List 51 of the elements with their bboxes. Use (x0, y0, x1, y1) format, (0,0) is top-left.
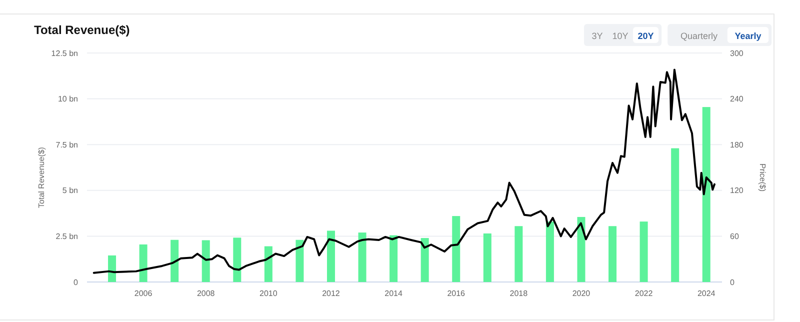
x-tick-label: 2006 (134, 289, 153, 298)
bar (483, 233, 492, 282)
y2-tick-label: 120 (730, 186, 744, 196)
x-tick-label: 2024 (697, 289, 716, 298)
bar (452, 216, 460, 282)
y2-tick-label: 60 (730, 232, 740, 241)
y-tick-label: 7.5 bn (56, 140, 78, 150)
bar (326, 230, 335, 282)
text: 10Y (612, 31, 628, 41)
x-tick-label: 2020 (572, 289, 591, 298)
bar (546, 222, 554, 282)
line-series (92, 68, 716, 274)
x-tick-label: 2022 (634, 289, 654, 298)
y-tick-label: 5 bn (62, 186, 78, 196)
y-axis-title: Total Revenue($) (37, 146, 46, 208)
text: 3Y (592, 31, 603, 41)
x-tick-label: 2018 (510, 289, 528, 298)
y-tick-label: 10 bn (58, 94, 78, 104)
bar (233, 238, 242, 282)
bar (264, 246, 272, 282)
bar (202, 240, 210, 282)
x-tick-label: 2010 (260, 289, 278, 298)
bar (390, 235, 398, 282)
y2-tick-label: 0 (730, 278, 735, 287)
bar (296, 240, 304, 282)
y-tick-label: 0 (74, 278, 79, 287)
x-tick-label: 2012 (322, 289, 340, 298)
y-tick-label: 2.5 bn (56, 232, 78, 241)
y2-axis-title: Price($) (758, 163, 767, 192)
bar (170, 240, 179, 282)
text: Quarterly (680, 31, 718, 41)
text: Yearly (734, 31, 762, 41)
bar (671, 148, 680, 282)
y2-tick-label: 180 (730, 140, 744, 150)
bar (608, 226, 617, 282)
bar (514, 226, 523, 282)
bar (420, 238, 429, 282)
x-tick-label: 2008 (196, 289, 216, 298)
chart-title: Total Revenue($) (34, 23, 130, 37)
text: 20Y (638, 31, 654, 41)
y2-tick-label: 300 (730, 48, 744, 58)
bar (640, 222, 648, 282)
bar (577, 216, 586, 282)
bar (139, 244, 148, 282)
y2-tick-label: 240 (730, 94, 744, 104)
x-tick-label: 2014 (384, 289, 403, 298)
bar (702, 107, 710, 282)
bar (358, 232, 366, 282)
bar (108, 255, 116, 282)
y-tick-label: 12.5 bn (51, 48, 78, 58)
x-tick-label: 2016 (447, 289, 466, 298)
